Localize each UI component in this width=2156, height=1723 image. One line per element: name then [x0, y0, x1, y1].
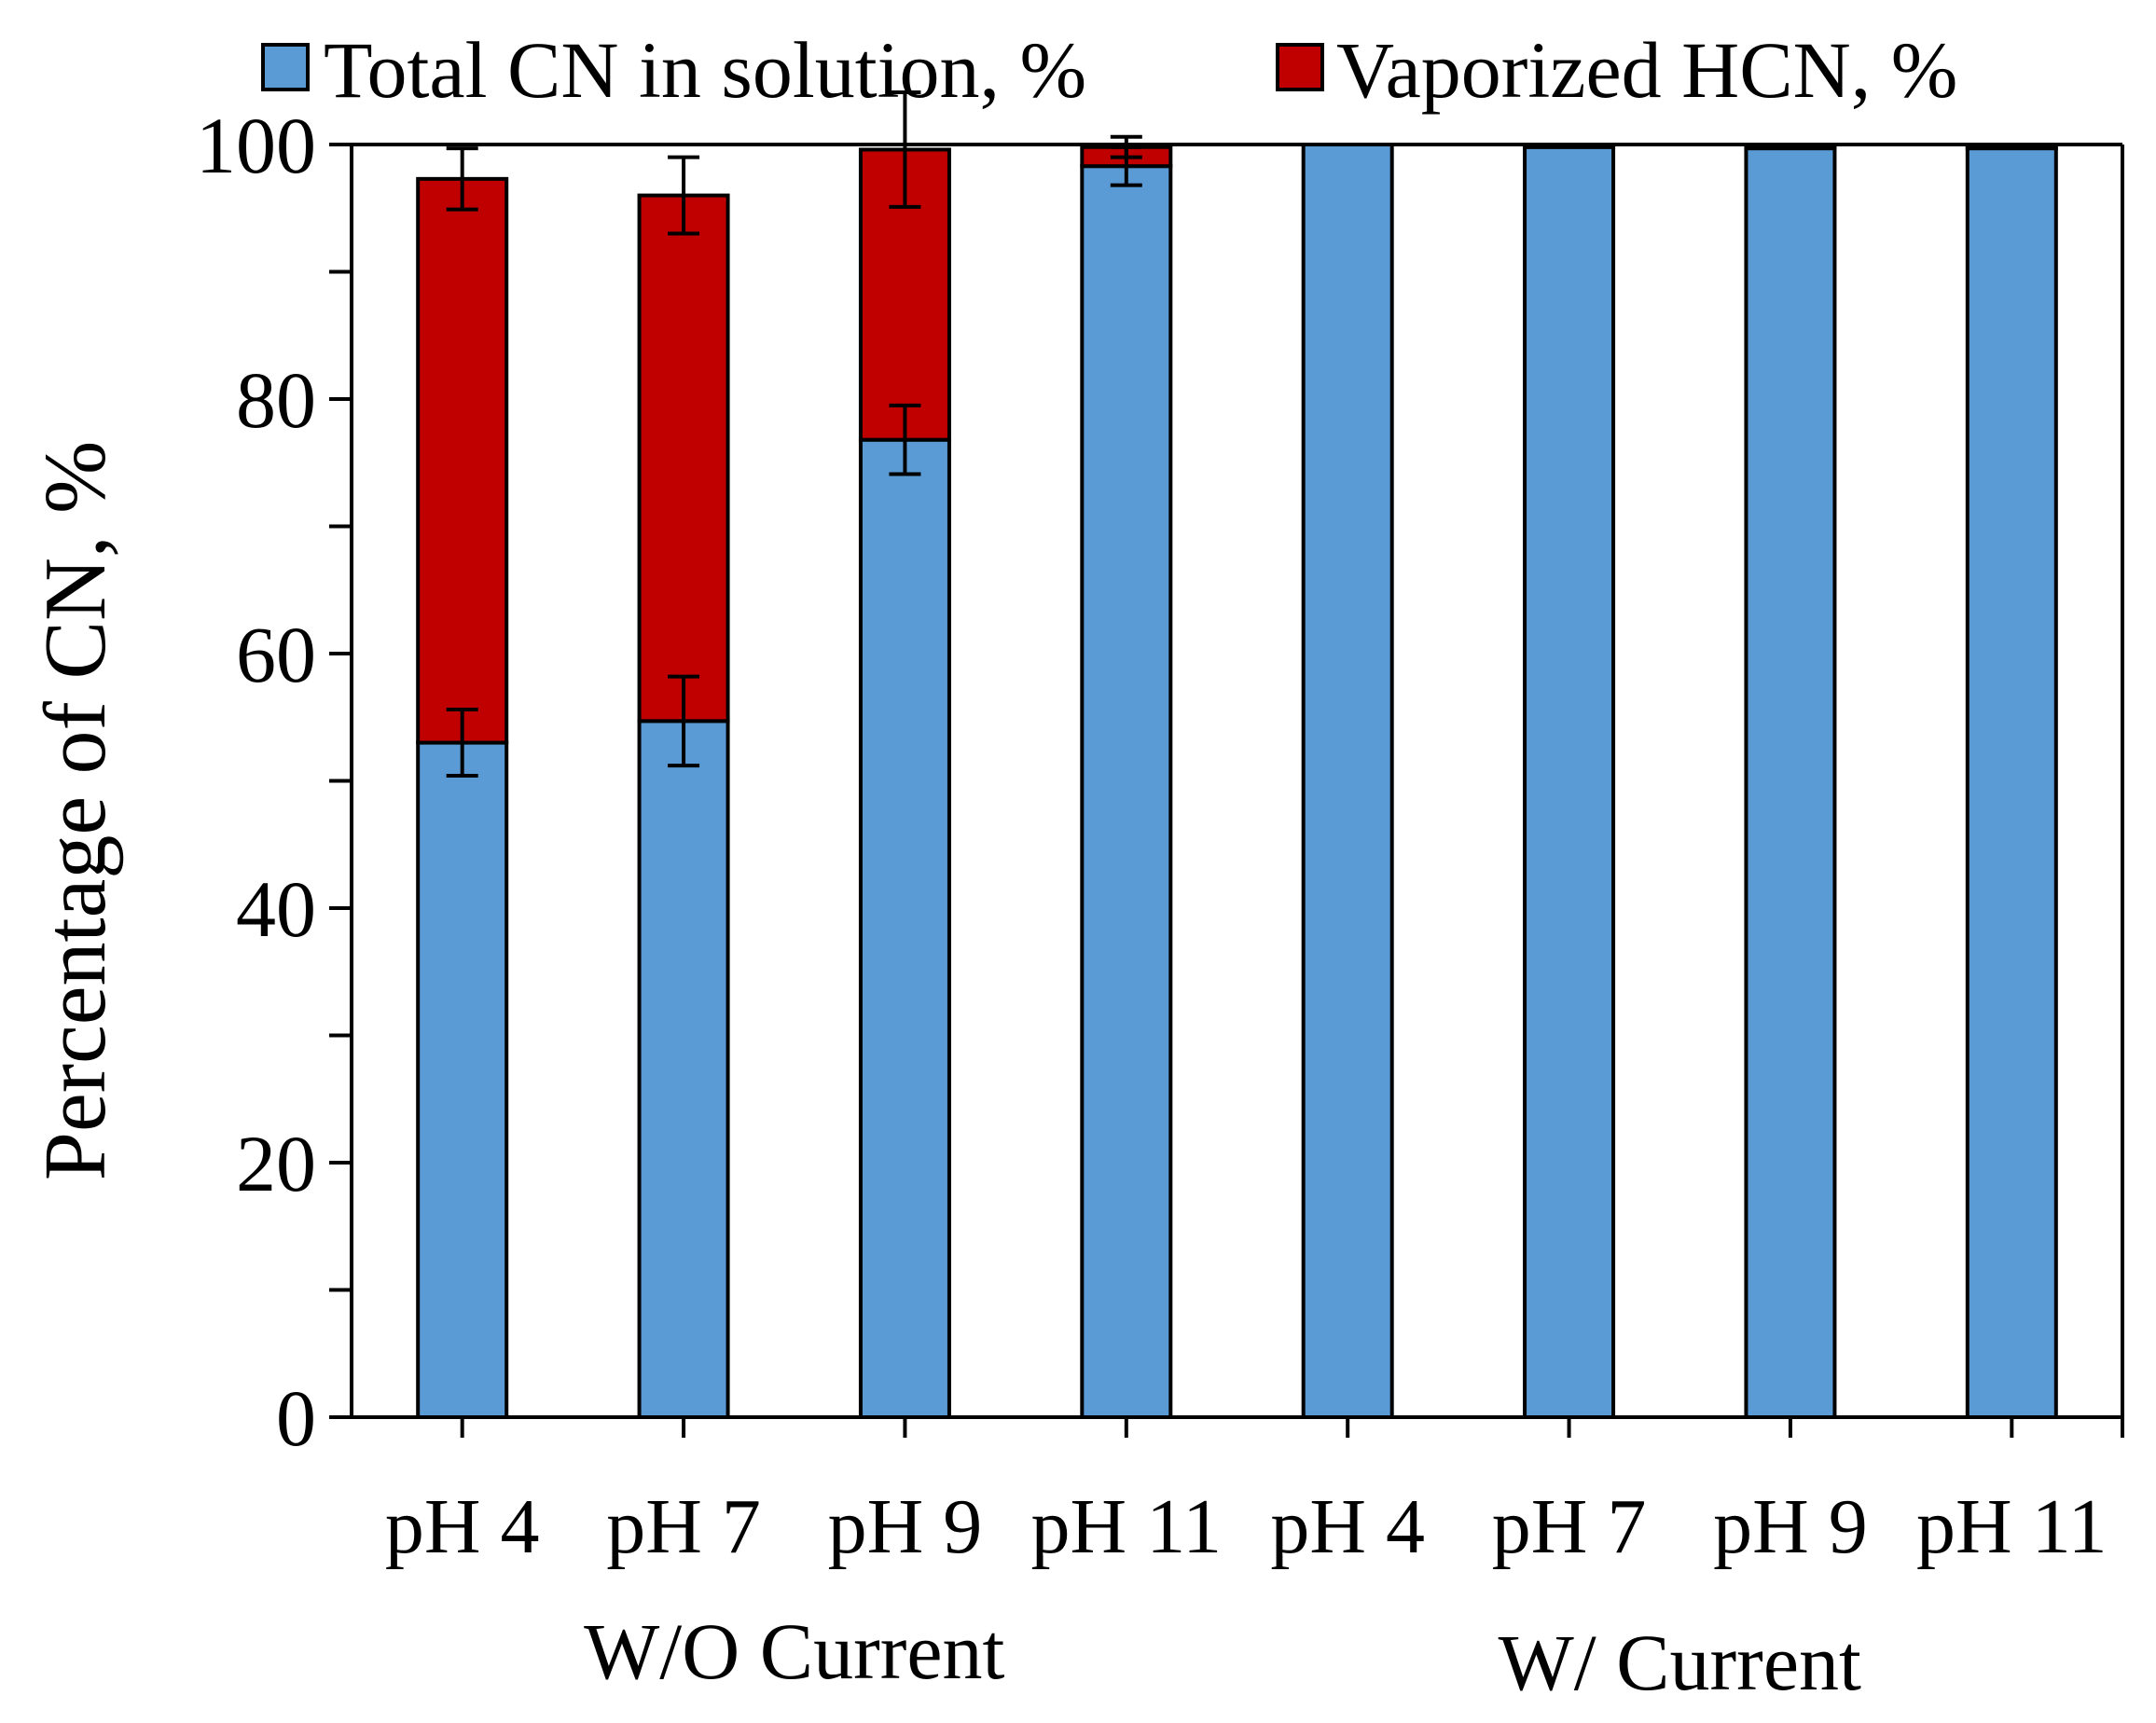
x-category-label-6: pH 9 [1713, 1483, 1868, 1570]
x-category-label-1: pH 7 [606, 1483, 761, 1570]
x-category-label-0: pH 4 [385, 1483, 540, 1570]
legend: Total CN in solution, % Vaporized HCN, % [261, 25, 1957, 115]
x-category-label-5: pH 7 [1492, 1483, 1647, 1570]
legend-swatch-total-cn [261, 43, 310, 91]
bar-total-cn-2 [858, 437, 951, 1419]
plot-frame [350, 143, 2124, 1438]
x-axis: pH 4 pH 7 pH 9 pH 11 pH 4 pH 7 pH 9 pH 11 W/O Cu… [329, 1415, 2122, 1707]
x-category-label-7: pH 11 [1916, 1483, 2108, 1570]
y-axis-title: Percentage of CN, % [27, 441, 124, 1181]
bar-total-cn-4 [1301, 143, 1394, 1419]
x-group-label-0: W/O Current [584, 1606, 1004, 1696]
bar-total-cn-0 [416, 740, 509, 1419]
bars [416, 143, 2058, 1420]
bar-total-cn-7 [1965, 146, 2058, 1420]
y-tick-label-40: 40 [236, 864, 316, 954]
y-tick-label-60: 60 [236, 610, 316, 699]
x-category-label-2: pH 9 [828, 1483, 983, 1570]
bar-vaporized-hcn-6 [1744, 145, 1837, 151]
y-tick-label-100: 100 [196, 101, 316, 190]
y-tick-label-0: 0 [276, 1373, 316, 1463]
y-tick-label-80: 80 [236, 355, 316, 445]
bar-total-cn-1 [637, 719, 730, 1419]
x-category-label-4: pH 4 [1270, 1483, 1425, 1570]
bar-total-cn-3 [1080, 164, 1173, 1420]
legend-swatch-vaporized-hcn [1276, 43, 1324, 91]
x-category-label-3: pH 11 [1031, 1483, 1223, 1570]
bar-vaporized-hcn-7 [1965, 145, 2058, 151]
error-bars [446, 90, 1142, 779]
bar-total-cn-5 [1523, 145, 1616, 1420]
bar-total-cn-6 [1744, 146, 1837, 1420]
y-axis: 0 20 40 60 80 100 [196, 101, 352, 1463]
legend-label-total-cn: Total CN in solution, % [324, 25, 1086, 115]
bar-vaporized-hcn-0 [416, 176, 509, 745]
legend-label-vaporized-hcn: Vaporized HCN, % [1336, 25, 1957, 115]
y-tick-label-20: 20 [236, 1119, 316, 1208]
x-group-label-1: W/ Current [1499, 1618, 1861, 1707]
bar-vaporized-hcn-1 [637, 193, 730, 724]
